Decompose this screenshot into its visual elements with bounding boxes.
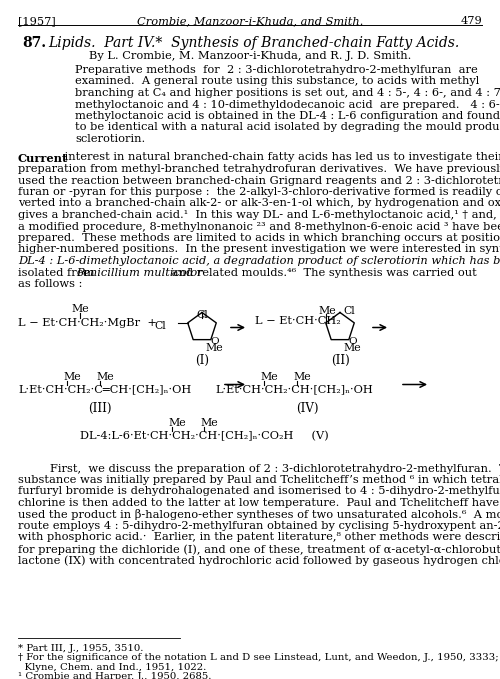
Text: methyloctanoic and 4 : 10-dimethyldodecanoic acid  are prepared.   4 : 6-Di-: methyloctanoic and 4 : 10-dimethyldodeca… xyxy=(75,100,500,109)
Text: Preparative methods  for  2 : 3-dichlorotetrahydro-2-methylfuran  are: Preparative methods for 2 : 3-dichlorote… xyxy=(75,65,478,75)
Text: Cl: Cl xyxy=(343,306,355,316)
Text: sclerotiorin.: sclerotiorin. xyxy=(75,134,145,144)
Text: higher-numbered positions.  In the present investigation we were interested in s: higher-numbered positions. In the presen… xyxy=(18,244,500,255)
Text: methyloctanoic acid is obtained in the DL-4 : L-6 configuration and found: methyloctanoic acid is obtained in the D… xyxy=(75,111,500,121)
Text: used the product in β-halogeno-ether syntheses of two unsaturated alcohols.⁶  A : used the product in β-halogeno-ether syn… xyxy=(18,509,500,521)
Text: Klyne, Chem. and Ind., 1951, 1022.: Klyne, Chem. and Ind., 1951, 1022. xyxy=(18,663,206,672)
Text: Crombie, Manzoor-i-Khuda, and Smith.: Crombie, Manzoor-i-Khuda, and Smith. xyxy=(137,16,363,26)
Text: examined.  A general route using this substance, to acids with methyl: examined. A general route using this sub… xyxy=(75,77,479,86)
Text: as follows :: as follows : xyxy=(18,279,82,289)
Text: for preparing the dichloride (I), and one of these, treatment of α-acetyl-α-chlo: for preparing the dichloride (I), and on… xyxy=(18,544,500,555)
Text: isolated from: isolated from xyxy=(18,268,98,278)
Text: L·Et·CH·CH₂·C═CH·[CH₂]ₙ·OH: L·Et·CH·CH₂·C═CH·[CH₂]ₙ·OH xyxy=(18,384,191,394)
Text: Lipids.  Part IV.*  Synthesis of Branched-chain Fatty Acids.: Lipids. Part IV.* Synthesis of Branched-… xyxy=(48,36,459,50)
Text: verted into a branched-chain alk-2- or alk-3-en-1-ol which, by hydrogenation and: verted into a branched-chain alk-2- or a… xyxy=(18,198,500,208)
Text: prepared.  These methods are limited to acids in which branching occurs at posit: prepared. These methods are limited to a… xyxy=(18,233,500,243)
Text: to be identical with a natural acid isolated by degrading the mould product,: to be identical with a natural acid isol… xyxy=(75,122,500,132)
Text: Me: Me xyxy=(344,343,362,352)
Text: with phosphoric acid.·  Earlier, in the patent literature,⁸ other methods were d: with phosphoric acid.· Earlier, in the p… xyxy=(18,532,500,543)
Text: 479: 479 xyxy=(460,16,482,26)
Text: (I): (I) xyxy=(195,354,209,367)
Text: furan or -pyran for this purpose :  the 2-alkyl-3-chloro-derivative formed is re: furan or -pyran for this purpose : the 2… xyxy=(18,187,500,197)
Text: Cl: Cl xyxy=(196,310,208,320)
Text: Me: Me xyxy=(318,306,336,316)
Text: By L. Crombie, M. Manzoor-i-Khuda, and R. J. D. Smith.: By L. Crombie, M. Manzoor-i-Khuda, and R… xyxy=(89,51,411,61)
Text: [1957]: [1957] xyxy=(18,16,56,26)
Text: L·Et·CH·CH₂·CH·[CH₂]ₙ·OH: L·Et·CH·CH₂·CH·[CH₂]ₙ·OH xyxy=(215,384,373,394)
Text: Penicillium multicolor: Penicillium multicolor xyxy=(76,268,204,278)
Text: Me: Me xyxy=(200,418,218,428)
Text: and related moulds.⁴⁶  The synthesis was carried out: and related moulds.⁴⁶ The synthesis was … xyxy=(168,268,477,278)
Text: lactone (IX) with concentrated hydrochloric acid followed by gaseous hydrogen ch: lactone (IX) with concentrated hydrochlo… xyxy=(18,555,500,566)
Text: Me: Me xyxy=(260,373,278,382)
Text: ¹ Crombie and Harper, J., 1950, 2685.: ¹ Crombie and Harper, J., 1950, 2685. xyxy=(18,672,212,679)
Text: DL-4:L-6·Et·CH·CH₂·CH·[CH₂]ₙ·CO₂H     (V): DL-4:L-6·Et·CH·CH₂·CH·[CH₂]ₙ·CO₂H (V) xyxy=(80,430,329,441)
Text: † For the significance of the notation L and D see Linstead, Lunt, and Weedon, J: † For the significance of the notation L… xyxy=(18,653,499,662)
Text: * Part III, J., 1955, 3510.: * Part III, J., 1955, 3510. xyxy=(18,644,144,653)
Text: (III): (III) xyxy=(88,401,112,414)
Text: substance was initially prepared by Paul and Tchelitcheff’s method ⁶ in which te: substance was initially prepared by Paul… xyxy=(18,475,500,485)
Text: Me: Me xyxy=(293,373,310,382)
Text: route employs 4 : 5-dihydro-2-methylfuran obtained by cyclising 5-hydroxypent an: route employs 4 : 5-dihydro-2-methylfura… xyxy=(18,521,500,531)
Text: gives a branched-chain acid.¹  In this way DL- and L-6-methyloctanoic acid,¹ † a: gives a branched-chain acid.¹ In this wa… xyxy=(18,210,500,220)
Text: chlorine is then added to the latter at low temperature.  Paul and Tchelitcheff : chlorine is then added to the latter at … xyxy=(18,498,499,508)
Text: Me: Me xyxy=(168,418,186,428)
Text: L − Et·CH·CH₂·MgBr  +: L − Et·CH·CH₂·MgBr + xyxy=(18,318,157,329)
Text: DL-4 : L-6-dimethyloctanoic acid, a degradation product of sclerotiorin which ha: DL-4 : L-6-dimethyloctanoic acid, a degr… xyxy=(18,256,500,266)
Text: interest in natural branched-chain fatty acids has led us to investigate their: interest in natural branched-chain fatty… xyxy=(61,153,500,162)
Text: used the reaction between branched-chain Grignard reagents and 2 : 3-dichlorotet: used the reaction between branched-chain… xyxy=(18,175,500,185)
Text: Current: Current xyxy=(18,153,68,164)
Text: Cl: Cl xyxy=(154,321,166,331)
Text: furfuryl bromide is dehydrohalogenated and isomerised to 4 : 5-dihydro-2-methylf: furfuryl bromide is dehydrohalogenated a… xyxy=(18,486,500,496)
Text: Me: Me xyxy=(71,304,89,314)
Text: preparation from methyl-branched tetrahydrofuran derivatives.  We have previousl: preparation from methyl-branched tetrahy… xyxy=(18,164,500,174)
Text: branching at C₄ and higher positions is set out, and 4 : 5-, 4 : 6-, and 4 : 7-d: branching at C₄ and higher positions is … xyxy=(75,88,500,98)
Text: Me: Me xyxy=(63,373,80,382)
Text: (II): (II) xyxy=(330,354,349,367)
Text: O: O xyxy=(210,337,218,346)
Text: (IV): (IV) xyxy=(296,401,318,414)
Text: L − Et·CH·CH₂: L − Et·CH·CH₂ xyxy=(255,316,341,327)
Text: O: O xyxy=(348,337,356,346)
Text: a modified procedure, 8-methylnonanoic ²³ and 8-methylnon-6-enoic acid ³ have be: a modified procedure, 8-methylnonanoic ²… xyxy=(18,221,500,232)
Text: Me: Me xyxy=(96,373,114,382)
Text: First,  we discuss the preparation of 2 : 3-dichlorotetrahydro-2-methylfuran.  T: First, we discuss the preparation of 2 :… xyxy=(50,464,500,473)
Text: Me: Me xyxy=(206,343,224,352)
Text: 87.: 87. xyxy=(22,36,46,50)
